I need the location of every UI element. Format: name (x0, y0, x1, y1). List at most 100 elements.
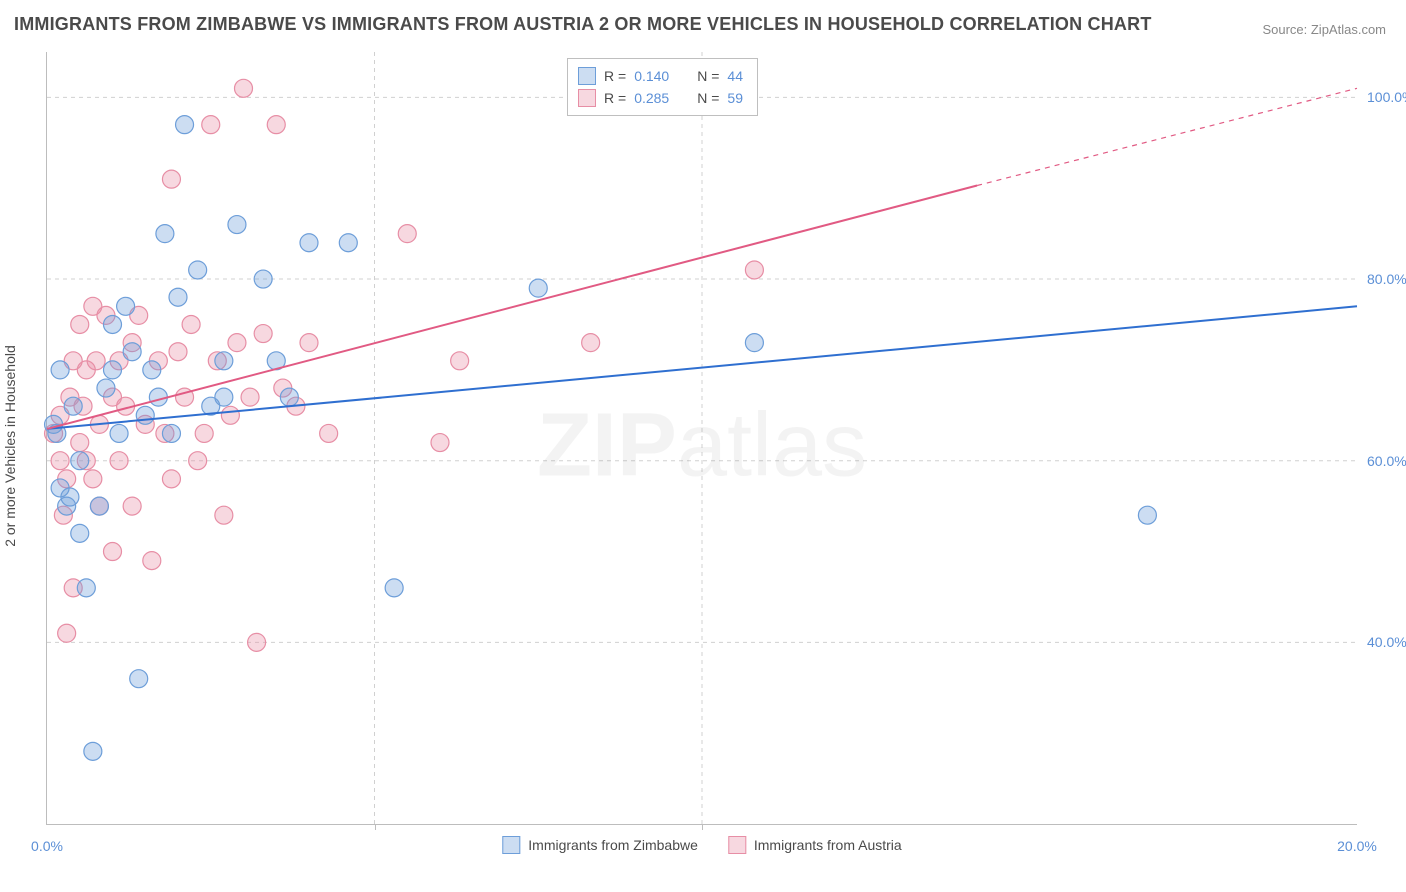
point-zimbabwe (280, 388, 298, 406)
point-austria (51, 452, 69, 470)
point-zimbabwe (529, 279, 547, 297)
x-tick-label: 0.0% (31, 838, 63, 854)
point-zimbabwe (215, 352, 233, 370)
point-austria (451, 352, 469, 370)
y-tick-label: 100.0% (1367, 89, 1406, 105)
point-zimbabwe (64, 397, 82, 415)
series-legend: Immigrants from Zimbabwe Immigrants from… (502, 836, 901, 854)
y-axis-label: 2 or more Vehicles in Household (2, 345, 18, 547)
point-zimbabwe (176, 116, 194, 134)
point-austria (431, 434, 449, 452)
point-zimbabwe (51, 361, 69, 379)
chart-title: IMMIGRANTS FROM ZIMBABWE VS IMMIGRANTS F… (14, 14, 1152, 35)
point-zimbabwe (162, 424, 180, 442)
point-austria (254, 325, 272, 343)
plot-area: ZIPatlas R = 0.140 N = 44 R = 0.285 N = … (46, 52, 1357, 825)
point-austria (300, 334, 318, 352)
point-austria (248, 633, 266, 651)
zimbabwe-series-label: Immigrants from Zimbabwe (528, 837, 698, 853)
n-label: N = (697, 87, 719, 109)
point-austria (398, 225, 416, 243)
point-austria (71, 315, 89, 333)
point-zimbabwe (228, 216, 246, 234)
point-zimbabwe (71, 524, 89, 542)
point-zimbabwe (215, 388, 233, 406)
y-tick-label: 40.0% (1367, 634, 1406, 650)
y-tick-label: 80.0% (1367, 271, 1406, 287)
point-zimbabwe (90, 497, 108, 515)
austria-r-value: 0.285 (634, 87, 669, 109)
point-austria (228, 334, 246, 352)
r-label: R = (604, 65, 626, 87)
source-attribution: Source: ZipAtlas.com (1262, 22, 1386, 37)
point-austria (267, 116, 285, 134)
point-austria (58, 624, 76, 642)
point-austria (215, 506, 233, 524)
point-austria (745, 261, 763, 279)
point-austria (123, 497, 141, 515)
point-zimbabwe (143, 361, 161, 379)
zimbabwe-r-value: 0.140 (634, 65, 669, 87)
point-austria (582, 334, 600, 352)
point-austria (87, 352, 105, 370)
zimbabwe-n-value: 44 (727, 65, 743, 87)
scatter-svg (47, 52, 1357, 824)
point-austria (162, 170, 180, 188)
point-austria (110, 452, 128, 470)
trendline-austria (47, 186, 977, 429)
point-austria (162, 470, 180, 488)
point-zimbabwe (97, 379, 115, 397)
x-tick-label: 20.0% (1337, 838, 1377, 854)
point-zimbabwe (117, 297, 135, 315)
swatch-zimbabwe (502, 836, 520, 854)
r-label: R = (604, 87, 626, 109)
point-zimbabwe (104, 315, 122, 333)
point-zimbabwe (385, 579, 403, 597)
point-zimbabwe (77, 579, 95, 597)
point-zimbabwe (136, 406, 154, 424)
point-zimbabwe (745, 334, 763, 352)
point-zimbabwe (169, 288, 187, 306)
point-austria (235, 79, 253, 97)
point-austria (71, 434, 89, 452)
point-austria (195, 424, 213, 442)
point-austria (221, 406, 239, 424)
point-austria (104, 543, 122, 561)
x-tick-mark (375, 824, 376, 830)
point-austria (241, 388, 259, 406)
correlation-legend: R = 0.140 N = 44 R = 0.285 N = 59 (567, 58, 758, 116)
point-austria (202, 116, 220, 134)
legend-item-austria: Immigrants from Austria (728, 836, 902, 854)
swatch-zimbabwe (578, 67, 596, 85)
austria-series-label: Immigrants from Austria (754, 837, 902, 853)
legend-item-zimbabwe: Immigrants from Zimbabwe (502, 836, 698, 854)
point-zimbabwe (130, 670, 148, 688)
y-tick-label: 60.0% (1367, 453, 1406, 469)
swatch-austria (728, 836, 746, 854)
point-zimbabwe (1138, 506, 1156, 524)
austria-n-value: 59 (727, 87, 743, 109)
point-zimbabwe (110, 424, 128, 442)
point-austria (189, 452, 207, 470)
point-zimbabwe (254, 270, 272, 288)
x-tick-mark (702, 824, 703, 830)
swatch-austria (578, 89, 596, 107)
legend-row-zimbabwe: R = 0.140 N = 44 (578, 65, 743, 87)
point-zimbabwe (71, 452, 89, 470)
point-zimbabwe (156, 225, 174, 243)
point-zimbabwe (189, 261, 207, 279)
point-zimbabwe (104, 361, 122, 379)
point-austria (169, 343, 187, 361)
point-zimbabwe (61, 488, 79, 506)
legend-row-austria: R = 0.285 N = 59 (578, 87, 743, 109)
trendline-austria-extrapolated (977, 88, 1357, 185)
point-austria (182, 315, 200, 333)
point-zimbabwe (84, 742, 102, 760)
point-zimbabwe (339, 234, 357, 252)
point-zimbabwe (123, 343, 141, 361)
point-austria (320, 424, 338, 442)
point-austria (84, 470, 102, 488)
n-label: N = (697, 65, 719, 87)
point-zimbabwe (300, 234, 318, 252)
point-austria (143, 552, 161, 570)
